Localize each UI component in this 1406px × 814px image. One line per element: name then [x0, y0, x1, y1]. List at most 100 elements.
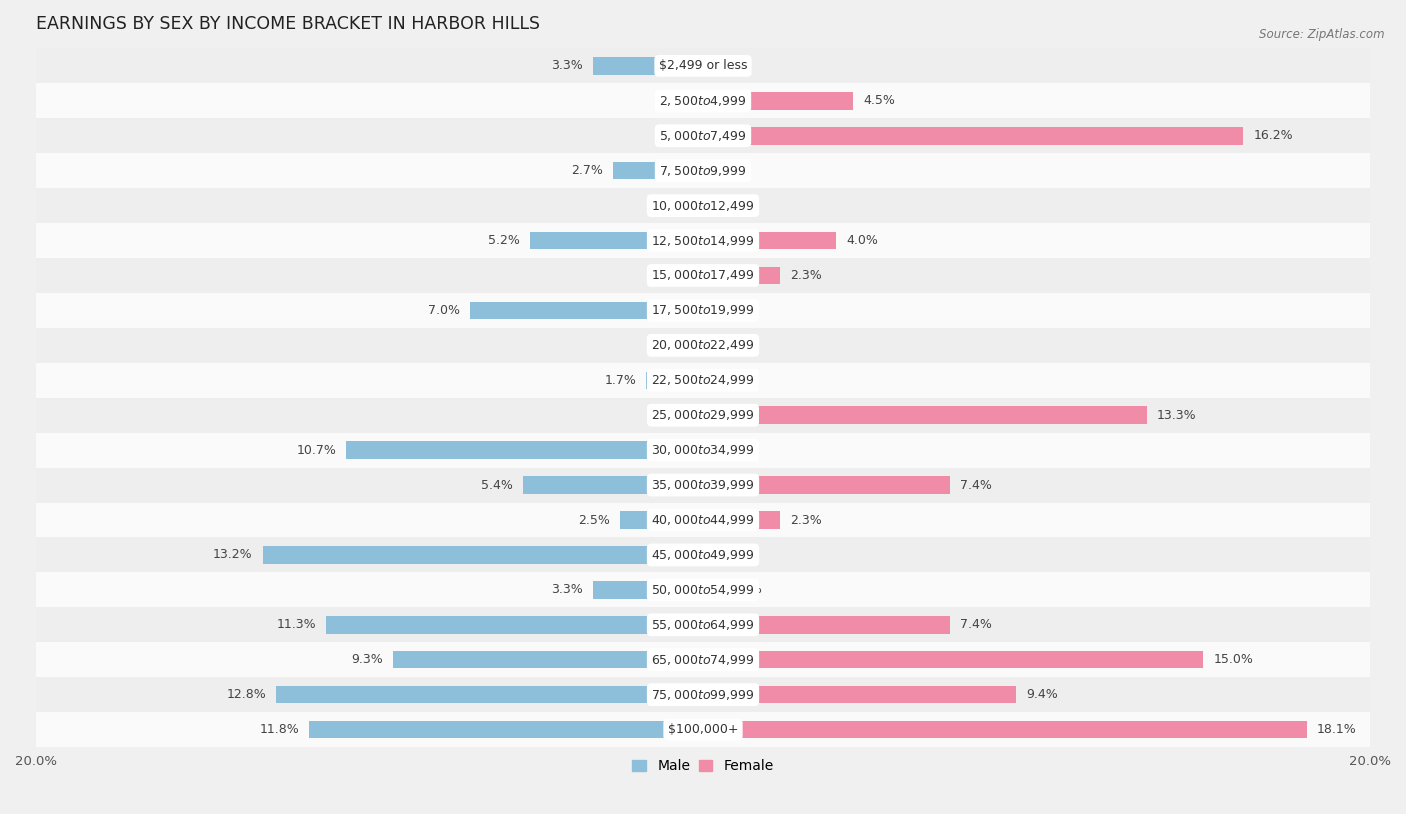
Text: $45,000 to $49,999: $45,000 to $49,999 — [651, 548, 755, 562]
Bar — [470, 302, 703, 319]
Text: 0.28%: 0.28% — [723, 584, 762, 597]
Bar — [613, 162, 703, 179]
Text: 0.0%: 0.0% — [713, 549, 745, 562]
Text: 9.3%: 9.3% — [352, 653, 382, 666]
Bar — [346, 441, 703, 459]
Text: 11.3%: 11.3% — [277, 619, 316, 632]
Bar — [37, 712, 1369, 747]
Text: 13.2%: 13.2% — [214, 549, 253, 562]
Bar — [703, 686, 1017, 703]
Text: 15.0%: 15.0% — [1213, 653, 1253, 666]
Text: $40,000 to $44,999: $40,000 to $44,999 — [651, 513, 755, 527]
Text: 0.0%: 0.0% — [661, 339, 693, 352]
Text: 5.4%: 5.4% — [481, 479, 513, 492]
Text: 0.0%: 0.0% — [661, 199, 693, 212]
Text: $65,000 to $74,999: $65,000 to $74,999 — [651, 653, 755, 667]
Bar — [37, 537, 1369, 572]
Text: 2.3%: 2.3% — [790, 269, 821, 282]
Bar — [326, 616, 703, 633]
Text: 1.7%: 1.7% — [605, 374, 637, 387]
Bar — [647, 371, 703, 389]
Text: $5,000 to $7,499: $5,000 to $7,499 — [659, 129, 747, 142]
Bar — [703, 476, 950, 494]
Bar — [37, 607, 1369, 642]
Bar — [593, 57, 703, 75]
Bar — [703, 581, 713, 598]
Text: Source: ZipAtlas.com: Source: ZipAtlas.com — [1260, 28, 1385, 42]
Text: 11.8%: 11.8% — [260, 723, 299, 736]
Bar — [37, 188, 1369, 223]
Bar — [703, 721, 1306, 738]
Text: 7.0%: 7.0% — [427, 304, 460, 317]
Text: 0.0%: 0.0% — [713, 199, 745, 212]
Text: $100,000+: $100,000+ — [668, 723, 738, 736]
Text: 7.4%: 7.4% — [960, 619, 991, 632]
Bar — [263, 546, 703, 563]
Text: 2.3%: 2.3% — [790, 514, 821, 527]
Bar — [37, 223, 1369, 258]
Bar — [37, 502, 1369, 537]
Text: $35,000 to $39,999: $35,000 to $39,999 — [651, 478, 755, 492]
Bar — [37, 677, 1369, 712]
Text: $30,000 to $34,999: $30,000 to $34,999 — [651, 443, 755, 457]
Text: 2.5%: 2.5% — [578, 514, 610, 527]
Text: 18.1%: 18.1% — [1316, 723, 1357, 736]
Text: 0.0%: 0.0% — [713, 304, 745, 317]
Text: 0.0%: 0.0% — [661, 269, 693, 282]
Text: $2,499 or less: $2,499 or less — [659, 59, 747, 72]
Bar — [37, 363, 1369, 398]
Text: $15,000 to $17,499: $15,000 to $17,499 — [651, 269, 755, 282]
Bar — [703, 406, 1146, 424]
Text: 0.0%: 0.0% — [661, 94, 693, 107]
Text: 0.0%: 0.0% — [661, 129, 693, 142]
Bar — [703, 267, 780, 284]
Text: $50,000 to $54,999: $50,000 to $54,999 — [651, 583, 755, 597]
Text: 5.2%: 5.2% — [488, 234, 520, 247]
Bar — [703, 92, 853, 110]
Text: 4.0%: 4.0% — [846, 234, 879, 247]
Text: 10.7%: 10.7% — [297, 444, 336, 457]
Text: 3.3%: 3.3% — [551, 59, 583, 72]
Bar — [37, 153, 1369, 188]
Bar — [37, 433, 1369, 467]
Legend: Male, Female: Male, Female — [627, 754, 779, 778]
Text: $2,500 to $4,999: $2,500 to $4,999 — [659, 94, 747, 107]
Text: $20,000 to $22,499: $20,000 to $22,499 — [651, 339, 755, 352]
Text: 13.3%: 13.3% — [1157, 409, 1197, 422]
Text: 12.8%: 12.8% — [226, 688, 266, 701]
Text: $10,000 to $12,499: $10,000 to $12,499 — [651, 199, 755, 212]
Text: $17,500 to $19,999: $17,500 to $19,999 — [651, 304, 755, 317]
Text: 7.4%: 7.4% — [960, 479, 991, 492]
Bar — [276, 686, 703, 703]
Text: 4.5%: 4.5% — [863, 94, 896, 107]
Text: 0.0%: 0.0% — [713, 444, 745, 457]
Text: 9.4%: 9.4% — [1026, 688, 1059, 701]
Bar — [703, 511, 780, 529]
Bar — [37, 293, 1369, 328]
Bar — [37, 642, 1369, 677]
Text: 0.0%: 0.0% — [661, 409, 693, 422]
Text: 0.0%: 0.0% — [713, 374, 745, 387]
Bar — [593, 581, 703, 598]
Text: $75,000 to $99,999: $75,000 to $99,999 — [651, 688, 755, 702]
Bar — [37, 83, 1369, 118]
Text: 0.0%: 0.0% — [713, 59, 745, 72]
Bar — [37, 49, 1369, 83]
Text: $12,500 to $14,999: $12,500 to $14,999 — [651, 234, 755, 247]
Text: $22,500 to $24,999: $22,500 to $24,999 — [651, 374, 755, 387]
Bar — [530, 232, 703, 249]
Bar — [37, 572, 1369, 607]
Bar — [37, 467, 1369, 502]
Text: $25,000 to $29,999: $25,000 to $29,999 — [651, 408, 755, 422]
Bar — [37, 118, 1369, 153]
Text: 0.0%: 0.0% — [713, 339, 745, 352]
Bar — [37, 258, 1369, 293]
Text: EARNINGS BY SEX BY INCOME BRACKET IN HARBOR HILLS: EARNINGS BY SEX BY INCOME BRACKET IN HAR… — [37, 15, 540, 33]
Bar — [392, 651, 703, 668]
Bar — [523, 476, 703, 494]
Bar — [703, 127, 1243, 145]
Bar — [703, 232, 837, 249]
Bar — [703, 616, 950, 633]
Text: $55,000 to $64,999: $55,000 to $64,999 — [651, 618, 755, 632]
Text: 3.3%: 3.3% — [551, 584, 583, 597]
